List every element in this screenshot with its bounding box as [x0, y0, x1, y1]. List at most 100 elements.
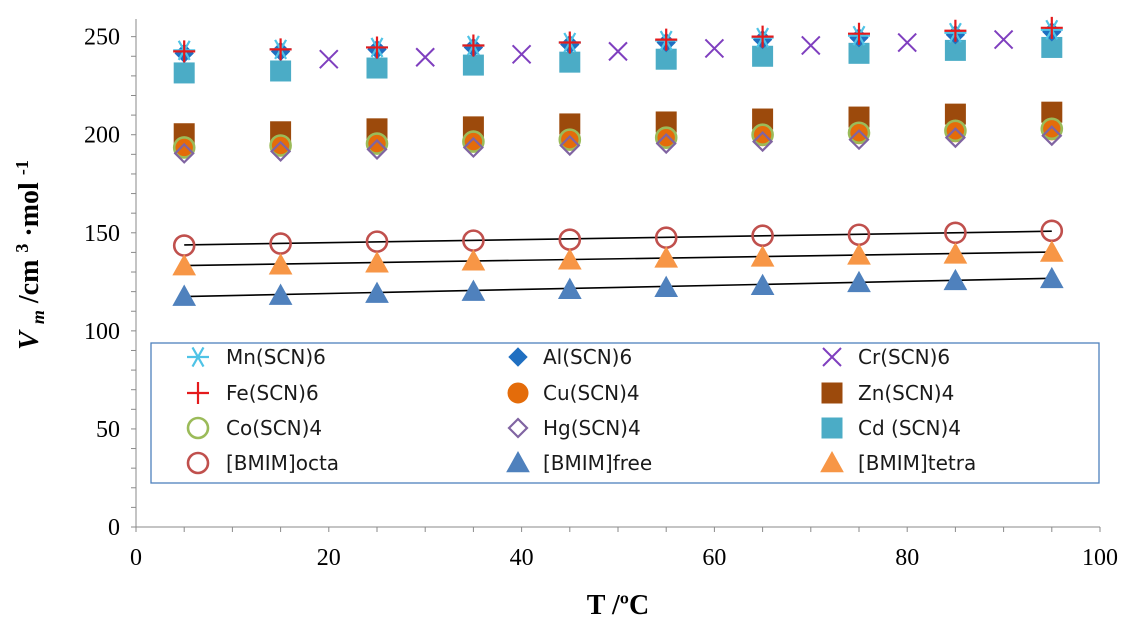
legend-marker-mn-scn-6 — [187, 346, 209, 368]
series-cd-scn-4 — [173, 36, 1063, 84]
point-hg-scn-4 — [366, 138, 388, 160]
x-axis-title-text: T /ºC — [587, 590, 649, 617]
point-bmim-octa — [269, 232, 292, 255]
point-co-scn-4 — [462, 130, 485, 153]
point-cd-scn-4 — [366, 57, 388, 79]
legend-label-cr-scn-6: Cr(SCN)6 — [858, 345, 950, 369]
point-co-scn-4 — [654, 126, 678, 149]
trendline-octa-fit — [184, 230, 1052, 246]
point-bmim-tetra — [172, 254, 197, 276]
point-co-scn-4 — [269, 134, 292, 157]
point-bmim-tetra — [461, 249, 486, 271]
point-cr-scn-6 — [608, 41, 628, 62]
point-fe-scn-6 — [462, 34, 485, 57]
y-axis-title-unit-prefix: /cm — [14, 260, 45, 305]
series-bmim-tetra — [172, 240, 1064, 276]
point-hg-scn-4 — [848, 129, 870, 151]
legend-marker-fe-scn-6 — [187, 382, 209, 404]
point-cr-scn-6 — [511, 44, 532, 65]
legend-marker-cr-scn-6 — [822, 347, 842, 367]
point-bmim-free — [268, 283, 293, 305]
point-bmim-octa — [751, 224, 774, 248]
point-bmim-octa — [847, 223, 871, 247]
legend-marker-zn-scn-4 — [821, 382, 843, 404]
point-cd-scn-4 — [559, 51, 581, 73]
trendline-tetra-fit — [184, 251, 1052, 267]
point-bmim-free — [461, 279, 486, 301]
x-tick-label: 60 — [702, 545, 726, 571]
point-cr-scn-6 — [319, 49, 339, 69]
series-al-scn-6 — [174, 22, 1062, 64]
point-bmim-free — [750, 273, 775, 296]
point-bmim-octa — [654, 226, 678, 249]
legend-label-fe-scn-6: Fe(SCN)6 — [226, 381, 319, 405]
point-fe-scn-6 — [366, 36, 388, 59]
trendline-free-fit — [184, 277, 1052, 298]
legend-label-al-scn-6: Al(SCN)6 — [543, 345, 632, 369]
point-bmim-octa — [944, 221, 967, 245]
point-fe-scn-6 — [655, 28, 678, 51]
legend: Mn(SCN)6 Al(SCN)6 Cr(SCN)6 Fe(SCN)6 Cu(SCN)4… — [150, 342, 1100, 484]
point-hg-scn-4 — [173, 142, 195, 164]
series-mn-scn-6 — [173, 19, 1063, 61]
point-cd-scn-4 — [270, 60, 292, 82]
y-tick-label: 200 — [84, 123, 120, 149]
legend-label-zn-scn-4: Zn(SCN)4 — [858, 381, 954, 405]
point-bmim-tetra — [847, 243, 871, 265]
y-axis-title-sub: m — [28, 310, 48, 324]
y-axis-title: V m /cm 3 ·mol -1 — [4, 160, 51, 350]
point-cr-scn-6 — [897, 32, 917, 53]
point-hg-scn-4 — [1041, 125, 1063, 147]
y-tick-label: 100 — [84, 319, 120, 345]
point-co-scn-4 — [1040, 117, 1064, 141]
point-fe-scn-6 — [848, 22, 870, 45]
legend-label-bmim-octa: [BMIM]octa — [226, 451, 339, 475]
point-bmim-free — [172, 284, 197, 306]
point-bmim-tetra — [750, 245, 775, 267]
legend-marker-bmim-octa — [186, 451, 210, 475]
point-bmim-octa — [462, 229, 485, 252]
point-bmim-free — [365, 281, 389, 303]
legend-items: Mn(SCN)6 Al(SCN)6 Cr(SCN)6 Fe(SCN)6 Cu(SCN)4… — [186, 345, 976, 475]
point-co-scn-4 — [365, 132, 389, 155]
series-cr-scn-6 — [319, 29, 1014, 69]
point-bmim-free — [943, 268, 968, 291]
point-bmim-octa — [172, 234, 196, 257]
x-tick-label: 80 — [895, 545, 919, 571]
x-tick-label: 100 — [1082, 545, 1118, 571]
point-hg-scn-4 — [752, 131, 774, 153]
point-hg-scn-4 — [944, 127, 966, 149]
legend-label-bmim-free: [BMIM]free — [543, 451, 652, 475]
x-tick-label: 0 — [130, 545, 142, 571]
legend-label-cu-scn-4: Cu(SCN)4 — [543, 381, 640, 405]
point-co-scn-4 — [944, 119, 967, 143]
point-co-scn-4 — [558, 128, 582, 151]
y-tick-label: 250 — [84, 25, 120, 51]
point-bmim-free — [1039, 266, 1064, 289]
x-tick-label: 40 — [510, 545, 534, 571]
series-cu-scn-4 — [173, 119, 1063, 158]
point-co-scn-4 — [847, 121, 871, 145]
legend-marker-al-scn-6 — [508, 347, 528, 367]
legend-label-co-scn-4: Co(SCN)4 — [226, 416, 322, 440]
point-fe-scn-6 — [269, 38, 292, 61]
point-cr-scn-6 — [704, 38, 725, 59]
legend-label-cd-scn-4: Cd (SCN)4 — [858, 416, 961, 440]
point-hg-scn-4 — [655, 132, 677, 155]
legend-label-mn-scn-6: Mn(SCN)6 — [226, 345, 326, 369]
point-hg-scn-4 — [462, 136, 484, 159]
point-hg-scn-4 — [270, 140, 292, 162]
point-bmim-octa — [365, 230, 389, 253]
legend-marker-mn-scn-6-shape — [187, 346, 209, 368]
point-co-scn-4 — [751, 123, 774, 147]
point-bmim-tetra — [1039, 240, 1064, 262]
point-cd-scn-4 — [173, 62, 195, 84]
trendlines — [184, 230, 1052, 298]
series-bmim-free — [172, 266, 1064, 306]
legend-marker-bmim-tetra — [820, 450, 844, 473]
point-fe-scn-6 — [944, 19, 967, 42]
point-bmim-tetra — [557, 248, 582, 270]
point-co-scn-4 — [172, 136, 196, 159]
legend-label-bmim-tetra: [BMIM]tetra — [858, 451, 976, 475]
